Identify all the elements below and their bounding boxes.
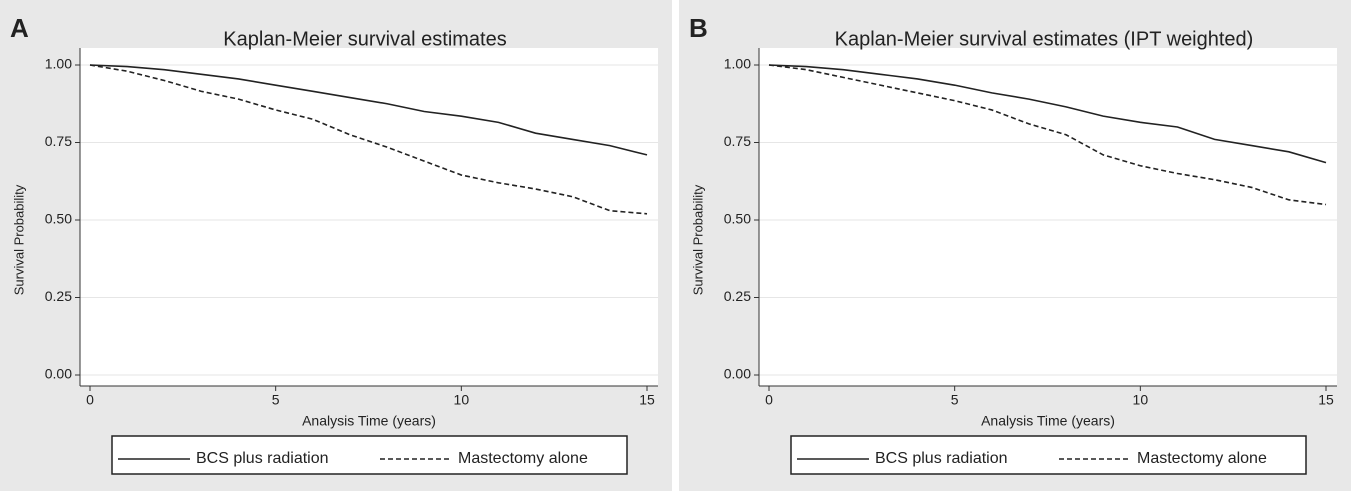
legend-label: BCS plus radiation: [875, 450, 1008, 467]
x-tick-label: 5: [272, 392, 280, 408]
chart-title: Kaplan-Meier survival estimates: [223, 28, 506, 50]
y-axis-label: Survival Probability: [11, 184, 26, 295]
x-tick-label: 15: [639, 392, 655, 408]
x-axis-label: Analysis Time (years): [302, 413, 436, 429]
x-tick-label: 10: [454, 392, 470, 408]
y-tick-label: 0.25: [45, 288, 72, 304]
y-tick-label: 0.75: [45, 133, 72, 149]
panel: A Kaplan-Meier survival estimates 0.00 0.25…: [0, 0, 672, 491]
plot-area: [759, 48, 1337, 386]
x-tick-label: 5: [951, 392, 959, 408]
y-tick-label: 0.75: [724, 133, 751, 149]
x-axis-label: Analysis Time (years): [981, 413, 1115, 429]
survival-line: [768, 64, 1327, 206]
legend-label: Mastectomy alone: [1137, 450, 1267, 467]
x-tick-label: 15: [1318, 392, 1334, 408]
y-tick-label: 0.00: [45, 366, 72, 382]
chart-title: Kaplan-Meier survival estimates (IPT wei…: [835, 28, 1254, 50]
y-tick-label: 0.00: [724, 366, 751, 382]
survival-line: [89, 64, 648, 156]
panel: B Kaplan-Meier survival estimates (IPT we…: [679, 0, 1351, 491]
plot-area: [80, 48, 658, 386]
legend-label: BCS plus radiation: [196, 450, 329, 467]
survival-line: [768, 64, 1327, 164]
x-tick-label: 10: [1133, 392, 1149, 408]
legend: [111, 435, 628, 475]
legend-label: Mastectomy alone: [458, 450, 588, 467]
y-tick-label: 0.50: [724, 211, 751, 227]
survival-line: [89, 64, 648, 215]
panel-letter: A: [10, 13, 29, 43]
x-tick-label: 0: [86, 392, 94, 408]
y-tick-label: 0.25: [724, 288, 751, 304]
legend: [790, 435, 1307, 475]
y-axis-label: Survival Probability: [690, 184, 705, 295]
y-tick-label: 0.50: [45, 211, 72, 227]
x-tick-label: 0: [765, 392, 773, 408]
y-tick-label: 1.00: [45, 56, 72, 72]
y-tick-label: 1.00: [724, 56, 751, 72]
panel-letter: B: [689, 13, 708, 43]
